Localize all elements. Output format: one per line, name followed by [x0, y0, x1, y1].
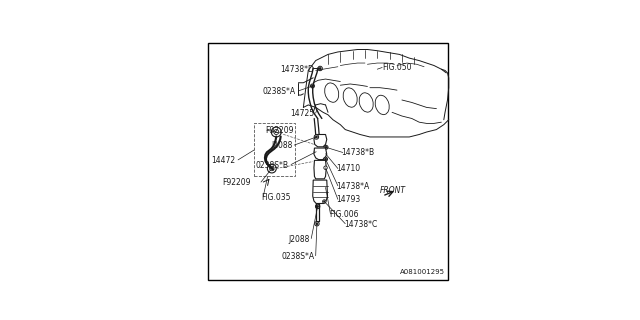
Text: 0238S*A: 0238S*A: [282, 252, 314, 261]
Text: FIG.050: FIG.050: [382, 63, 412, 72]
Text: F92209: F92209: [265, 126, 294, 135]
Bar: [254, 124, 295, 176]
Text: 0238S*A: 0238S*A: [263, 87, 296, 96]
Text: 14472: 14472: [211, 156, 236, 165]
Text: FIG.006: FIG.006: [329, 210, 359, 219]
Ellipse shape: [324, 83, 339, 102]
Circle shape: [274, 130, 279, 134]
Text: FIG.035: FIG.035: [262, 193, 291, 202]
Circle shape: [318, 66, 323, 71]
Circle shape: [315, 221, 319, 226]
Ellipse shape: [359, 93, 373, 112]
Text: 14738*A: 14738*A: [337, 182, 370, 191]
Circle shape: [323, 200, 326, 203]
Circle shape: [271, 127, 281, 137]
Circle shape: [325, 146, 327, 148]
Text: FRONT: FRONT: [380, 186, 406, 195]
Circle shape: [316, 223, 318, 225]
Polygon shape: [313, 180, 328, 204]
Circle shape: [324, 166, 327, 170]
Circle shape: [316, 136, 317, 138]
Circle shape: [317, 205, 319, 207]
Circle shape: [314, 150, 318, 154]
Circle shape: [314, 135, 319, 139]
Circle shape: [310, 84, 314, 88]
Circle shape: [324, 201, 325, 202]
Circle shape: [316, 204, 320, 209]
Circle shape: [324, 145, 328, 149]
Polygon shape: [314, 160, 326, 179]
Text: A081001295: A081001295: [400, 269, 445, 275]
Text: 14710: 14710: [337, 164, 361, 173]
Circle shape: [324, 158, 326, 160]
Text: 0238S*B: 0238S*B: [255, 161, 289, 170]
Circle shape: [268, 164, 276, 173]
Text: 14793: 14793: [337, 195, 361, 204]
Circle shape: [312, 85, 314, 87]
Circle shape: [315, 151, 317, 153]
Circle shape: [324, 157, 328, 161]
Text: 14738*B: 14738*B: [342, 148, 374, 157]
Text: J2088: J2088: [271, 141, 292, 150]
Ellipse shape: [375, 95, 389, 115]
Ellipse shape: [343, 88, 357, 107]
Circle shape: [319, 68, 321, 69]
Text: 14738*C: 14738*C: [344, 220, 377, 229]
Text: 14738*D: 14738*D: [280, 65, 314, 74]
Polygon shape: [314, 134, 327, 147]
Circle shape: [269, 166, 274, 171]
Text: F92209: F92209: [222, 178, 250, 187]
Text: J2088: J2088: [288, 235, 310, 244]
Polygon shape: [314, 148, 327, 160]
Text: 14725: 14725: [291, 109, 314, 118]
